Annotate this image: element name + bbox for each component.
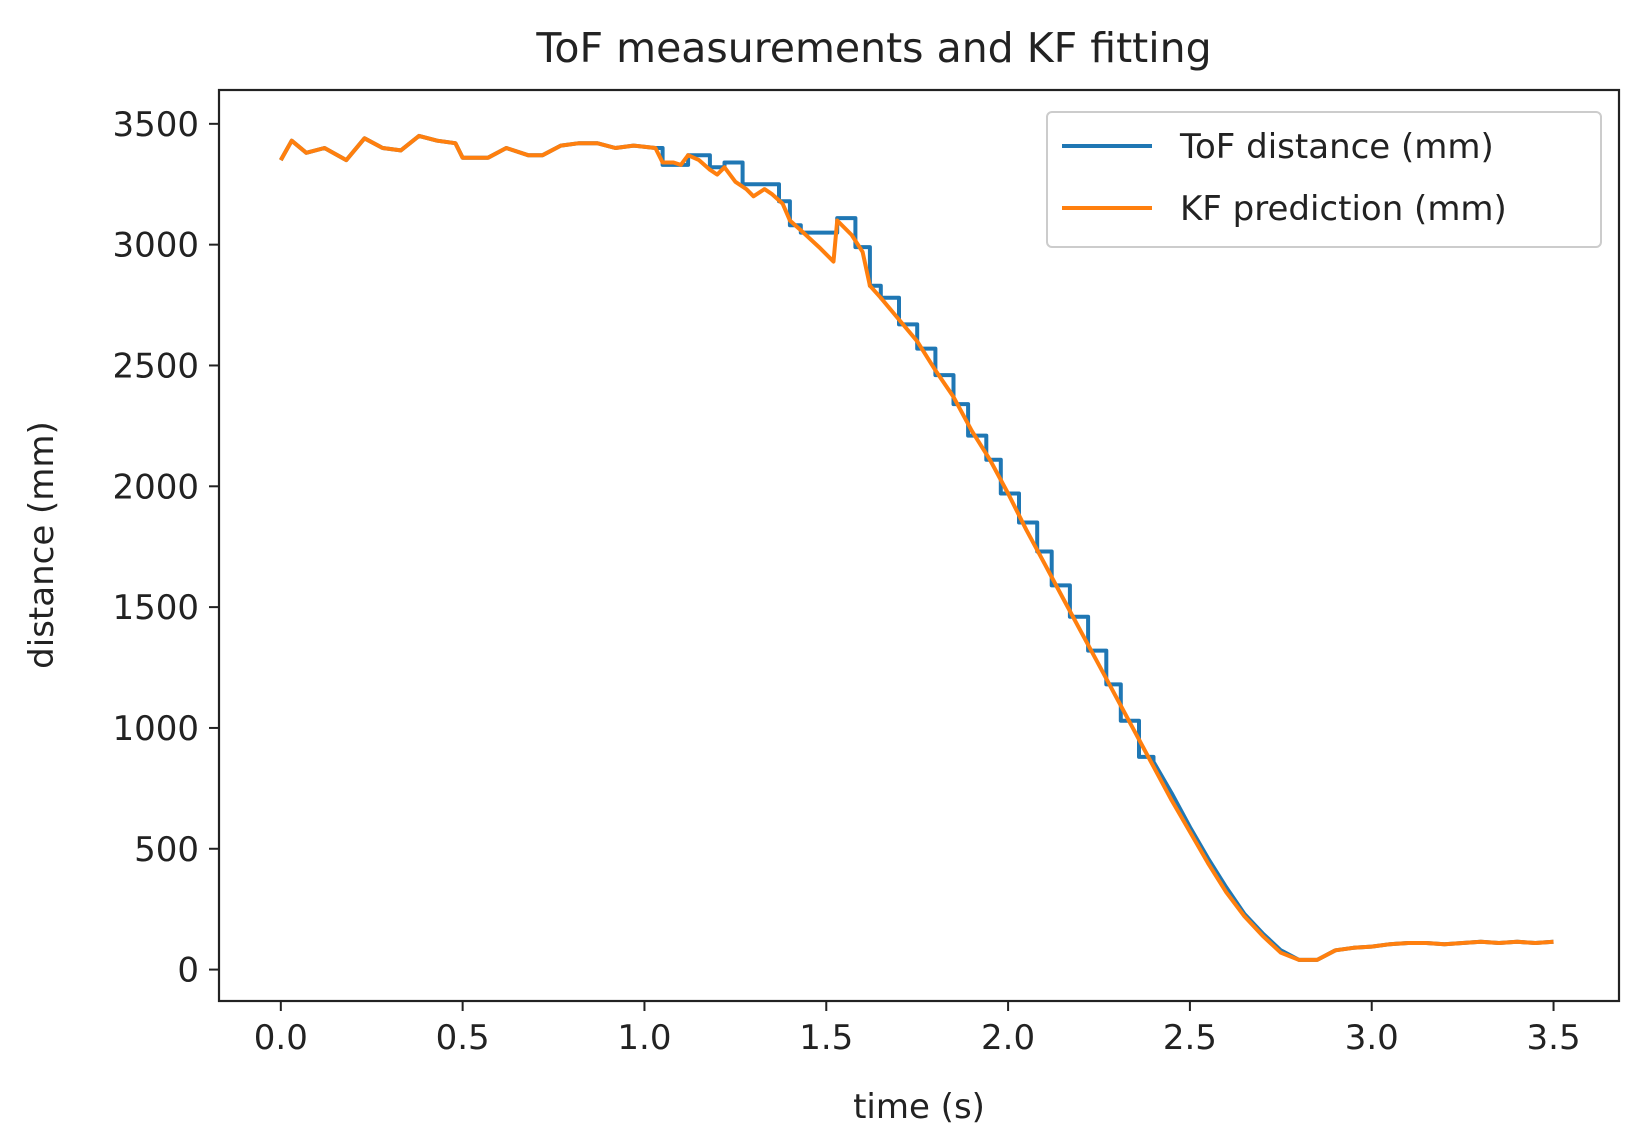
series-line-kf [279, 133, 1554, 962]
x-axis-ticks: 0.0 0.5 1.0 1.5 2.0 2.5 3.0 3.5 [254, 1001, 1581, 1058]
y-tick-label: 2000 [112, 467, 199, 507]
y-tick-label: 1500 [112, 588, 199, 628]
y-tick-label: 3500 [112, 105, 199, 145]
chart-title: ToF measurements and KF fitting [535, 24, 1211, 72]
x-tick-label: 1.5 [799, 1018, 853, 1058]
legend-label-kf: KF prediction (mm) [1180, 189, 1507, 229]
legend: ToF distance (mm) KF prediction (mm) [1046, 111, 1602, 248]
legend-label-tof: ToF distance (mm) [1179, 127, 1494, 167]
x-tick-label: 0.5 [436, 1018, 490, 1058]
x-axis-label: time (s) [853, 1087, 985, 1127]
series-layer [279, 133, 1554, 962]
x-tick-label: 2.0 [981, 1018, 1035, 1058]
x-tick-label: 3.0 [1345, 1018, 1399, 1058]
x-tick-label: 0.0 [254, 1018, 308, 1058]
y-tick-label: 1000 [112, 709, 199, 749]
y-tick-label: 0 [177, 951, 199, 991]
y-tick-label: 500 [134, 830, 199, 870]
y-tick-label: 2500 [112, 346, 199, 386]
y-axis-label: distance (mm) [22, 421, 62, 669]
legend-box [1046, 111, 1602, 248]
x-tick-label: 1.0 [617, 1018, 671, 1058]
x-tick-label: 2.5 [1163, 1018, 1217, 1058]
y-tick-label: 3000 [112, 226, 199, 266]
x-tick-label: 3.5 [1527, 1018, 1581, 1058]
y-axis-ticks: 0 500 1000 1500 2000 2500 3000 3500 [112, 105, 219, 991]
